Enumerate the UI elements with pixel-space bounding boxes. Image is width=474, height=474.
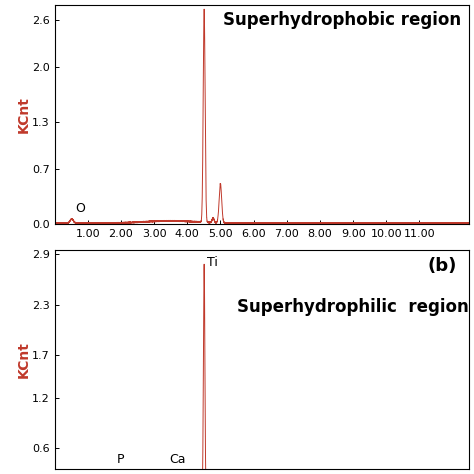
Text: Ca: Ca: [169, 453, 185, 466]
Text: Superhydrophilic  region: Superhydrophilic region: [237, 298, 469, 316]
Text: O: O: [75, 202, 85, 215]
Text: Superhydrophobic region: Superhydrophobic region: [223, 11, 461, 29]
Y-axis label: KCnt: KCnt: [17, 96, 30, 133]
Text: Ti: Ti: [207, 256, 218, 269]
Y-axis label: KCnt: KCnt: [17, 341, 30, 378]
Text: (b): (b): [428, 257, 457, 275]
Text: P: P: [117, 453, 125, 466]
